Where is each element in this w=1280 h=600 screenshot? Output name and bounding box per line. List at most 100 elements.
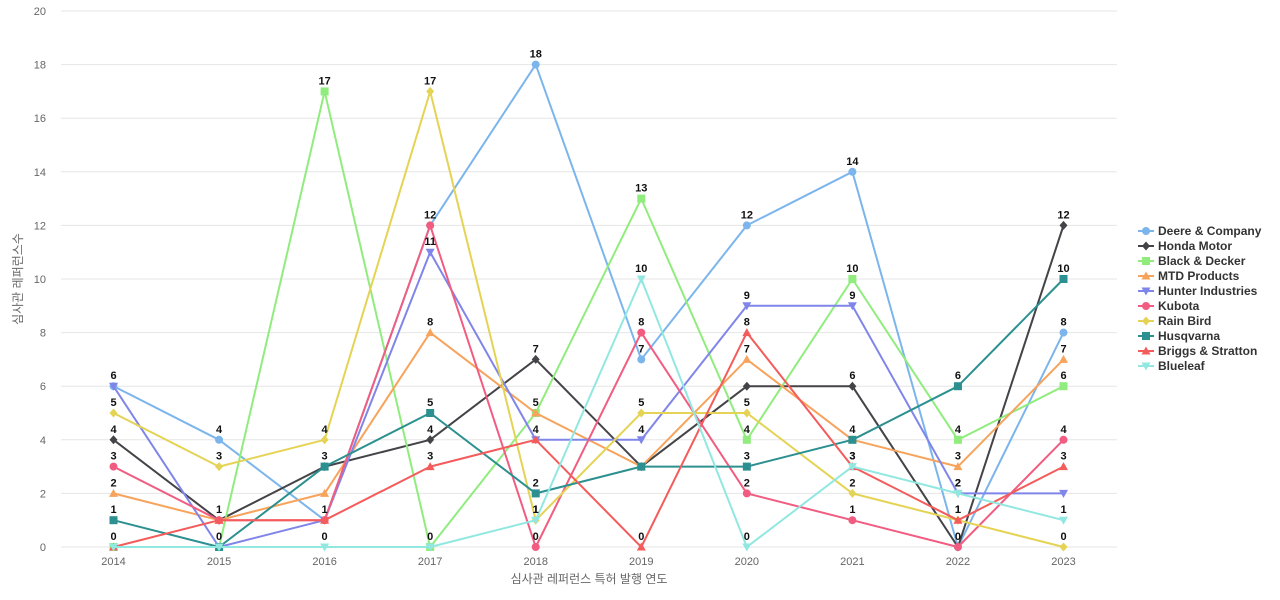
data-point-rain-bird[interactable] <box>637 408 646 418</box>
series-black-and-decker <box>109 87 1068 551</box>
data-label: 4 <box>110 424 117 436</box>
data-point-blueleaf[interactable] <box>1059 516 1068 525</box>
data-point-kubota[interactable] <box>953 543 962 551</box>
data-point-honda-motor[interactable] <box>1059 220 1068 230</box>
data-point-briggs-and-stratton[interactable] <box>636 542 646 551</box>
data-point-black-and-decker[interactable] <box>637 194 646 203</box>
data-point-black-and-decker[interactable] <box>953 435 962 444</box>
data-point-kubota[interactable] <box>426 221 435 230</box>
legend-label: Rain Bird <box>1158 314 1211 328</box>
data-point-hunter-industries[interactable] <box>847 302 857 311</box>
data-point-rain-bird[interactable] <box>320 435 329 445</box>
data-point-rain-bird[interactable] <box>109 408 118 418</box>
data-point-honda-motor[interactable] <box>742 381 751 391</box>
data-point-mtd-products[interactable] <box>425 328 435 337</box>
data-point-kubota[interactable] <box>848 516 857 525</box>
legend-item-honda-motor[interactable]: Honda Motor <box>1138 239 1232 253</box>
data-point-black-and-decker[interactable] <box>1059 382 1068 391</box>
data-point-blueleaf[interactable] <box>109 543 118 552</box>
data-point-blueleaf[interactable] <box>636 275 646 284</box>
data-label: 1 <box>216 504 222 516</box>
data-point-hunter-industries[interactable] <box>425 248 435 257</box>
data-point-rain-bird[interactable] <box>426 86 435 96</box>
data-point-hunter-industries[interactable] <box>1059 489 1068 498</box>
data-point-blueleaf[interactable] <box>847 463 857 472</box>
legend-item-kubota[interactable]: Kubota <box>1138 299 1200 313</box>
data-point-black-and-decker[interactable] <box>320 87 329 96</box>
legend-item-hunter-industries[interactable]: Hunter Industries <box>1138 284 1258 298</box>
legend-item-deere-and-company[interactable]: Deere & Company <box>1138 224 1262 238</box>
legend-item-mtd-products[interactable]: MTD Products <box>1138 269 1240 283</box>
data-label: 0 <box>533 531 539 543</box>
data-point-briggs-and-stratton[interactable] <box>425 462 435 471</box>
data-point-honda-motor[interactable] <box>426 435 435 445</box>
data-point-briggs-and-stratton[interactable] <box>1059 462 1068 471</box>
series-line-black-and-decker[interactable] <box>112 90 1065 548</box>
data-point-deere-and-company[interactable] <box>531 60 540 69</box>
data-point-mtd-products[interactable] <box>953 462 963 471</box>
legend-item-rain-bird[interactable]: Rain Bird <box>1138 314 1211 328</box>
series-line-husqvarna[interactable] <box>112 278 1065 548</box>
y-tick-label: 8 <box>40 328 46 340</box>
data-point-husqvarna[interactable] <box>742 462 751 471</box>
legend-item-black-and-decker[interactable]: Black & Decker <box>1138 254 1246 268</box>
data-point-kubota[interactable] <box>637 328 646 337</box>
data-point-husqvarna[interactable] <box>426 409 435 417</box>
data-point-husqvarna[interactable] <box>1059 275 1068 283</box>
data-label: 17 <box>424 75 436 87</box>
data-point-hunter-industries[interactable] <box>636 436 646 445</box>
data-point-briggs-and-stratton[interactable] <box>742 328 752 337</box>
data-point-briggs-and-stratton[interactable] <box>320 515 330 524</box>
x-tick-label: 2016 <box>312 556 336 568</box>
data-point-honda-motor[interactable] <box>848 381 857 391</box>
data-point-kubota[interactable] <box>1059 435 1068 444</box>
legend-item-briggs-and-stratton[interactable]: Briggs & Stratton <box>1138 344 1257 358</box>
data-point-blueleaf[interactable] <box>953 489 963 498</box>
data-point-husqvarna[interactable] <box>953 382 962 391</box>
data-point-mtd-products[interactable] <box>320 488 330 497</box>
data-point-briggs-and-stratton[interactable] <box>953 515 963 524</box>
data-point-black-and-decker[interactable] <box>848 275 857 283</box>
data-point-mtd-products[interactable] <box>109 488 118 497</box>
data-label: 13 <box>635 183 647 195</box>
legend-item-blueleaf[interactable]: Blueleaf <box>1138 359 1206 373</box>
data-point-blueleaf[interactable] <box>425 543 435 552</box>
data-point-mtd-products[interactable] <box>1059 354 1068 363</box>
data-point-rain-bird[interactable] <box>742 408 751 418</box>
data-point-deere-and-company[interactable] <box>742 221 751 230</box>
data-point-rain-bird[interactable] <box>215 462 224 472</box>
series-line-blueleaf[interactable] <box>112 278 1065 548</box>
data-point-husqvarna[interactable] <box>531 489 540 498</box>
data-point-deere-and-company[interactable] <box>1059 328 1068 337</box>
data-point-deere-and-company[interactable] <box>215 435 224 444</box>
data-point-mtd-products[interactable] <box>742 354 752 363</box>
data-point-hunter-industries[interactable] <box>742 302 752 311</box>
series-line-honda-motor[interactable] <box>112 224 1065 548</box>
data-point-mtd-products[interactable] <box>531 408 541 417</box>
data-point-husqvarna[interactable] <box>637 462 646 471</box>
data-point-rain-bird[interactable] <box>1059 542 1068 552</box>
data-point-husqvarna[interactable] <box>320 462 329 471</box>
data-point-honda-motor[interactable] <box>531 354 540 364</box>
data-point-kubota[interactable] <box>531 543 540 551</box>
data-point-blueleaf[interactable] <box>531 516 541 525</box>
legend-item-husqvarna[interactable]: Husqvarna <box>1138 329 1220 343</box>
data-point-kubota[interactable] <box>742 489 751 498</box>
data-point-black-and-decker[interactable] <box>742 435 751 444</box>
data-point-blueleaf[interactable] <box>320 543 330 552</box>
series-line-rain-bird[interactable] <box>112 90 1065 548</box>
data-point-hunter-industries[interactable] <box>109 382 118 391</box>
data-point-husqvarna[interactable] <box>109 516 118 525</box>
data-point-rain-bird[interactable] <box>848 488 857 498</box>
data-point-deere-and-company[interactable] <box>637 355 646 364</box>
data-point-honda-motor[interactable] <box>109 435 118 445</box>
data-point-blueleaf[interactable] <box>214 543 224 552</box>
data-point-deere-and-company[interactable] <box>848 167 857 176</box>
data-point-husqvarna[interactable] <box>848 435 857 444</box>
data-point-briggs-and-stratton[interactable] <box>531 435 541 444</box>
data-point-kubota[interactable] <box>109 462 118 471</box>
data-point-blueleaf[interactable] <box>742 543 752 552</box>
series-line-briggs-and-stratton[interactable] <box>112 331 1065 548</box>
data-point-briggs-and-stratton[interactable] <box>214 515 224 524</box>
